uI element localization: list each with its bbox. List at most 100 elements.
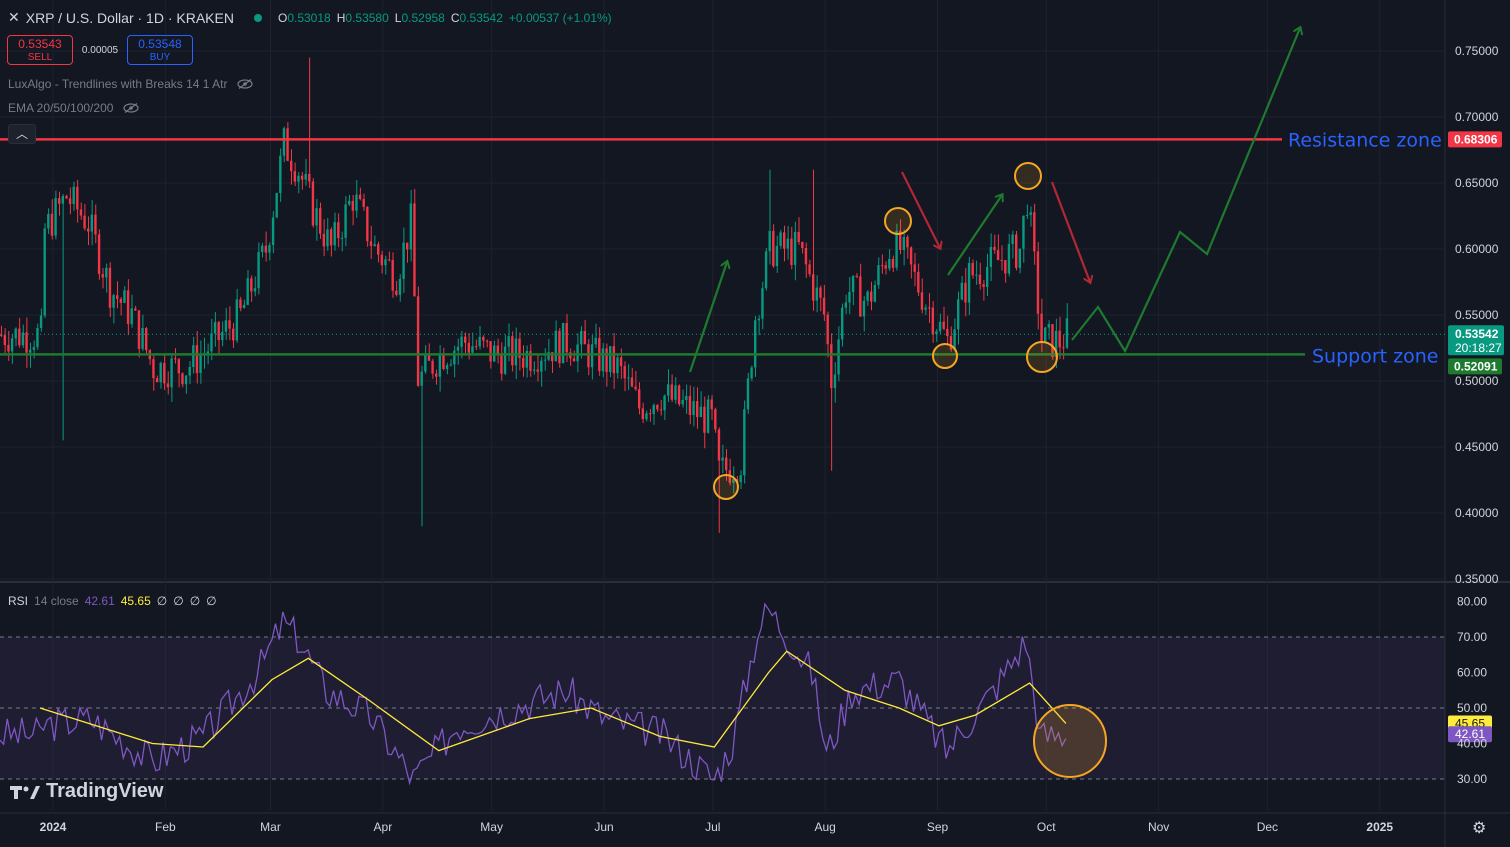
candle xyxy=(1065,318,1069,348)
candle xyxy=(725,457,728,471)
candle xyxy=(884,265,887,269)
candle xyxy=(464,336,467,343)
y-tick-label: 0.75000 xyxy=(1455,44,1499,58)
candle xyxy=(1011,234,1014,245)
candle xyxy=(645,413,648,420)
candle xyxy=(594,337,597,345)
candle xyxy=(685,395,688,401)
candle xyxy=(119,298,123,303)
candle xyxy=(1000,260,1003,262)
candle xyxy=(79,209,83,216)
candle xyxy=(532,369,536,371)
candle xyxy=(152,359,155,379)
market-open-icon xyxy=(253,13,262,22)
candle xyxy=(1004,260,1007,274)
candle xyxy=(32,347,36,350)
candle xyxy=(293,171,297,182)
eye-hidden-icon[interactable] xyxy=(123,103,140,113)
highlight-circle xyxy=(713,474,739,500)
rsi-y-tick-label: 80.00 xyxy=(1457,595,1487,609)
candle xyxy=(656,405,659,410)
eye-hidden-icon[interactable] xyxy=(237,79,254,89)
candle xyxy=(714,409,717,430)
candle xyxy=(1007,244,1011,274)
candle xyxy=(116,295,119,299)
candle xyxy=(264,245,268,253)
symbol-title[interactable]: XRP / U.S. Dollar · 1D · KRAKEN xyxy=(25,9,234,26)
candle xyxy=(286,128,289,161)
indicator-ema[interactable]: EMA 20/50/100/200 xyxy=(8,101,140,115)
candle xyxy=(663,395,666,411)
candle xyxy=(54,198,57,236)
candle xyxy=(184,375,188,385)
candle xyxy=(467,342,471,353)
candle xyxy=(913,264,916,272)
buy-button[interactable]: 0.53548 BUY xyxy=(127,35,193,65)
candle xyxy=(456,346,460,351)
candle xyxy=(76,186,79,210)
candle xyxy=(808,264,811,275)
candle xyxy=(105,267,108,278)
candle xyxy=(529,351,532,371)
candle xyxy=(877,265,880,285)
candle xyxy=(1029,212,1032,216)
candle xyxy=(946,328,949,337)
candle xyxy=(558,330,561,364)
candle xyxy=(319,208,322,234)
candle xyxy=(221,331,224,341)
candle xyxy=(402,242,405,279)
arrow-down xyxy=(901,171,940,248)
settings-icon[interactable]: ⚙ xyxy=(1472,820,1487,837)
candle xyxy=(859,276,862,317)
candle xyxy=(572,358,576,362)
candle xyxy=(605,348,608,372)
candle xyxy=(83,215,86,229)
candle xyxy=(670,384,674,400)
rsi-y-tick-label: 70.00 xyxy=(1457,630,1487,644)
x-tick-label: Oct xyxy=(1037,820,1056,834)
candle xyxy=(377,244,380,255)
candle xyxy=(696,401,699,418)
candle xyxy=(333,222,336,246)
candle xyxy=(50,213,54,236)
candle xyxy=(630,377,634,387)
candle xyxy=(199,354,202,374)
y-tick-label: 0.45000 xyxy=(1455,440,1499,454)
candle xyxy=(18,328,21,346)
candle xyxy=(790,238,793,265)
candle xyxy=(348,200,351,205)
candle xyxy=(674,385,677,400)
candle xyxy=(126,290,130,325)
ohlc-values: O0.53018 H0.53580 L0.52958 C0.53542 +0.0… xyxy=(277,10,612,25)
candle xyxy=(996,250,1000,261)
candle xyxy=(793,231,797,265)
rsi-y-tick-label: 40.00 xyxy=(1457,737,1487,751)
candle xyxy=(652,405,655,415)
candle xyxy=(1025,215,1029,217)
sell-button[interactable]: 0.53543 SELL xyxy=(7,35,73,65)
candle xyxy=(253,288,257,292)
candle xyxy=(438,353,442,377)
candle xyxy=(308,173,311,182)
candle xyxy=(384,259,387,266)
x-tick-label: 2024 xyxy=(40,820,67,834)
candle xyxy=(1022,215,1025,249)
chevron-up-icon[interactable]: ︿ xyxy=(8,124,36,144)
candle xyxy=(449,364,452,366)
indicator-luxalgo[interactable]: LuxAlgo - Trendlines with Breaks 14 1 At… xyxy=(8,77,254,91)
candle xyxy=(210,333,213,352)
candle xyxy=(174,358,177,360)
candle xyxy=(7,344,10,352)
candle xyxy=(880,265,884,267)
candle xyxy=(949,336,953,350)
axes: 0.75000 0.70000 0.65000 0.60000 0.55000 0.500… xyxy=(40,44,1499,834)
candle xyxy=(917,271,920,293)
candle xyxy=(257,252,260,289)
close-icon[interactable]: ✕ xyxy=(8,9,20,25)
tradingview-logo[interactable]: TradingView xyxy=(10,780,163,803)
candle xyxy=(315,208,318,226)
candle xyxy=(902,236,906,250)
last-price-label: 0.53542 xyxy=(1455,327,1499,341)
candle xyxy=(638,389,641,409)
